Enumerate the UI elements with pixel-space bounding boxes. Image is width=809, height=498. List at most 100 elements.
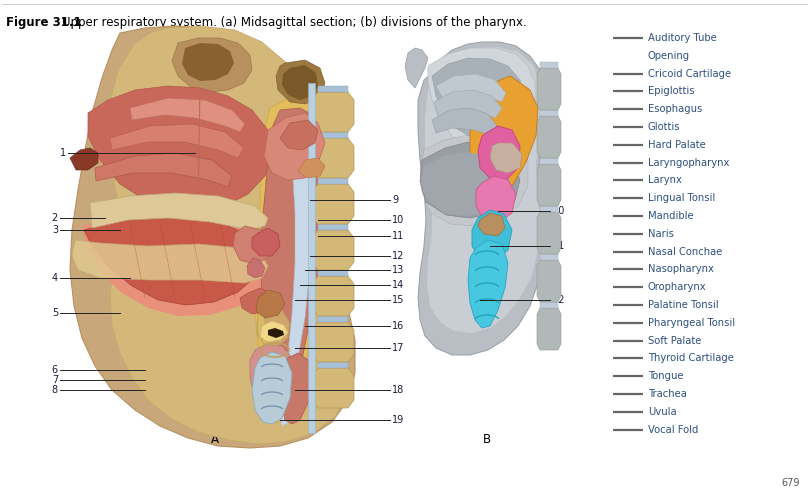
Polygon shape (468, 240, 508, 328)
Polygon shape (282, 353, 312, 424)
Text: Pharyngeal Tonsil: Pharyngeal Tonsil (648, 318, 735, 328)
Text: Oropharynx: Oropharynx (648, 282, 706, 292)
Polygon shape (84, 214, 260, 305)
Polygon shape (318, 362, 348, 368)
Text: Opening: Opening (648, 51, 690, 61)
Text: 4: 4 (52, 273, 58, 283)
Text: 21: 21 (552, 241, 565, 251)
Polygon shape (255, 98, 320, 423)
Text: 2: 2 (52, 213, 58, 223)
Polygon shape (318, 132, 348, 138)
Polygon shape (537, 164, 561, 206)
Text: Tongue: Tongue (648, 371, 684, 381)
Polygon shape (312, 138, 354, 178)
Polygon shape (260, 321, 288, 342)
Text: Cricoid Cartilage: Cricoid Cartilage (648, 69, 731, 79)
Text: 22: 22 (552, 295, 565, 305)
Polygon shape (421, 152, 512, 216)
Polygon shape (233, 226, 272, 264)
Polygon shape (537, 260, 561, 302)
Text: Uvula: Uvula (648, 407, 676, 417)
Polygon shape (476, 176, 516, 223)
Polygon shape (318, 86, 348, 92)
Text: Laryngopharynx: Laryngopharynx (648, 157, 730, 168)
Polygon shape (420, 135, 528, 226)
Polygon shape (540, 206, 558, 212)
Text: Upper respiratory system. (a) Midsagittal section; (b) divisions of the pharynx.: Upper respiratory system. (a) Midsagitta… (62, 16, 527, 29)
Polygon shape (425, 47, 543, 333)
Polygon shape (130, 98, 245, 132)
Text: Trachea: Trachea (648, 389, 687, 399)
Polygon shape (318, 224, 348, 230)
Polygon shape (432, 108, 497, 136)
Text: Mandible: Mandible (648, 211, 693, 221)
Text: 5: 5 (52, 308, 58, 318)
Polygon shape (318, 270, 348, 276)
Polygon shape (312, 184, 354, 224)
Polygon shape (182, 43, 234, 81)
Polygon shape (428, 48, 535, 148)
Text: 1: 1 (60, 148, 66, 158)
Text: 3: 3 (52, 225, 58, 235)
Text: B: B (483, 433, 491, 446)
Polygon shape (312, 230, 354, 270)
Polygon shape (432, 58, 524, 138)
Text: 15: 15 (392, 295, 404, 305)
Text: Palatine Tonsil: Palatine Tonsil (648, 300, 718, 310)
Polygon shape (95, 153, 232, 187)
Text: Thyroid Cartilage: Thyroid Cartilage (648, 354, 734, 364)
Polygon shape (537, 212, 561, 254)
Text: 9: 9 (392, 195, 398, 205)
Polygon shape (540, 254, 558, 260)
Text: A: A (211, 433, 219, 446)
Polygon shape (540, 62, 558, 68)
Polygon shape (110, 124, 244, 158)
Text: 10: 10 (392, 215, 404, 225)
Text: 18: 18 (392, 385, 404, 395)
Polygon shape (257, 306, 290, 346)
Text: Epiglottis: Epiglottis (648, 86, 694, 97)
Polygon shape (537, 68, 561, 110)
Text: 7: 7 (52, 375, 58, 385)
Polygon shape (470, 76, 538, 226)
Text: Esophagus: Esophagus (648, 104, 702, 114)
Text: Lingual Tonsil: Lingual Tonsil (648, 193, 715, 203)
Polygon shape (478, 126, 520, 180)
Polygon shape (540, 158, 558, 164)
Polygon shape (88, 86, 272, 212)
Polygon shape (70, 148, 98, 170)
Text: Auditory Tube: Auditory Tube (648, 33, 717, 43)
Polygon shape (537, 308, 561, 350)
Polygon shape (318, 316, 348, 322)
Polygon shape (540, 110, 558, 116)
Text: 6: 6 (52, 365, 58, 375)
Polygon shape (90, 193, 268, 230)
Polygon shape (256, 290, 285, 318)
Text: 14: 14 (392, 280, 404, 290)
Text: 13: 13 (392, 265, 404, 275)
Text: Hard Palate: Hard Palate (648, 140, 705, 150)
Text: Vocal Fold: Vocal Fold (648, 425, 698, 435)
Polygon shape (250, 343, 295, 413)
Polygon shape (405, 48, 428, 88)
Polygon shape (280, 118, 312, 426)
Polygon shape (478, 213, 505, 236)
Polygon shape (264, 113, 325, 180)
Polygon shape (70, 26, 355, 448)
Polygon shape (434, 90, 502, 118)
Polygon shape (72, 240, 268, 283)
Polygon shape (247, 258, 265, 278)
Polygon shape (490, 143, 522, 173)
Text: Soft Palate: Soft Palate (648, 336, 701, 346)
Text: 679: 679 (781, 478, 800, 488)
Polygon shape (436, 74, 506, 102)
Polygon shape (312, 368, 354, 408)
Polygon shape (172, 38, 252, 92)
Polygon shape (308, 83, 315, 433)
Polygon shape (108, 26, 348, 444)
Polygon shape (537, 116, 561, 158)
Polygon shape (472, 210, 512, 262)
Polygon shape (312, 276, 354, 316)
Text: Figure 31.1: Figure 31.1 (6, 16, 82, 29)
Text: Naris: Naris (648, 229, 674, 239)
